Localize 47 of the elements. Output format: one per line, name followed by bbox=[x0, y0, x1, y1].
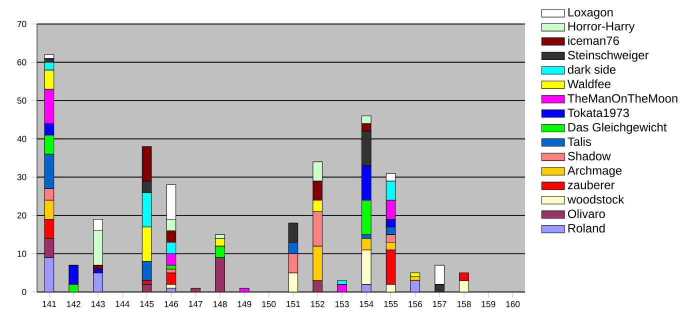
legend-label: Archmage bbox=[567, 166, 622, 178]
legend-label: Steinschweiger bbox=[568, 50, 649, 62]
legend-label: woodstock bbox=[567, 194, 624, 204]
x-tick-label: 152 bbox=[311, 301, 324, 308]
y-tick-label: 40 bbox=[17, 136, 26, 142]
x-tick-label: 159 bbox=[482, 301, 496, 308]
x-tick-label: 151 bbox=[286, 301, 300, 308]
x-tick-label: 146 bbox=[164, 301, 178, 308]
legend-label: Shadow bbox=[568, 152, 611, 160]
y-tick-label: 10 bbox=[18, 250, 26, 257]
x-tick-label: 158 bbox=[457, 301, 471, 308]
x-tick-label: 148 bbox=[213, 301, 227, 308]
y-tick-label: 30 bbox=[17, 174, 26, 180]
bar bbox=[410, 272, 420, 277]
y-tick-label: 70 bbox=[17, 20, 26, 28]
legend-label: dark side bbox=[568, 64, 616, 74]
y-tick-label: 60 bbox=[17, 59, 26, 66]
x-tick-label: 145 bbox=[140, 301, 154, 308]
legend-label: Loxagon bbox=[568, 8, 613, 19]
y-tick-label: 20 bbox=[17, 212, 26, 218]
x-tick-label: 149 bbox=[238, 301, 252, 308]
x-tick-label: 154 bbox=[360, 301, 374, 308]
legend-label: Roland bbox=[568, 224, 605, 233]
legend-label: Waldfee bbox=[567, 79, 610, 88]
bar bbox=[166, 272, 176, 285]
bar bbox=[44, 54, 54, 59]
legend-label: Olivaro bbox=[568, 209, 605, 218]
legend-label: Tokata1973 bbox=[568, 108, 629, 118]
x-tick-label: 150 bbox=[262, 301, 276, 308]
legend-label: zauberer bbox=[568, 180, 615, 190]
x-tick-label: 155 bbox=[384, 301, 398, 308]
x-tick-label: 141 bbox=[42, 301, 56, 308]
x-tick-label: 160 bbox=[506, 301, 520, 308]
y-tick-label: 0 bbox=[22, 288, 26, 296]
x-tick-label: 156 bbox=[408, 301, 422, 308]
x-tick-label: 147 bbox=[189, 301, 202, 308]
legend-label: Das Gleichgewicht bbox=[568, 122, 667, 134]
legend-label: iceman76 bbox=[568, 36, 619, 45]
legend-label: TheManOnTheMoon bbox=[568, 94, 678, 103]
legend-label: Talis bbox=[568, 137, 591, 146]
x-tick-label: 143 bbox=[91, 301, 105, 308]
x-tick-label: 153 bbox=[335, 301, 349, 308]
x-tick-label: 142 bbox=[67, 301, 80, 308]
x-tick-label: 144 bbox=[116, 301, 130, 308]
y-tick-label: 50 bbox=[17, 98, 26, 104]
legend-label: Horror-Harry bbox=[568, 22, 635, 33]
x-tick-label: 157 bbox=[433, 301, 446, 308]
